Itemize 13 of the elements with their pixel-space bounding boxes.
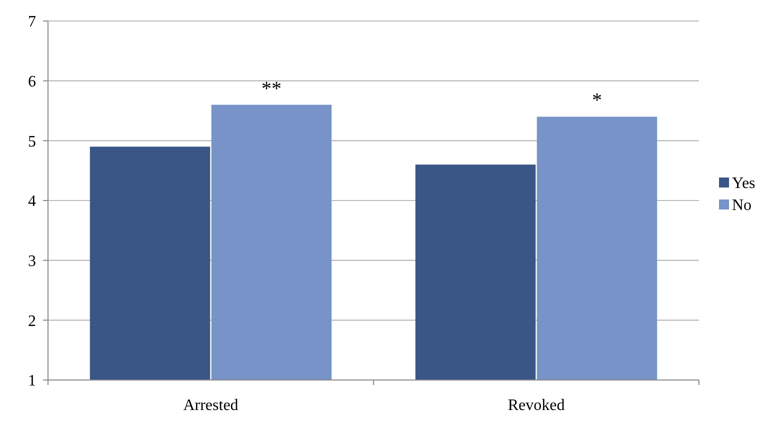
y-tick-label: 2 [28,312,36,330]
annotation: ** [261,78,282,100]
annotation: * [592,90,602,112]
x-tick-label: Revoked [508,397,565,414]
y-tick-label: 6 [28,73,36,90]
y-tick-label: 4 [28,193,36,210]
legend-label: No [732,197,752,214]
y-tick-label: 5 [28,133,36,150]
y-tick-label: 3 [28,252,36,270]
y-tick-label: 7 [28,14,36,31]
legend-label: Yes [732,175,756,192]
x-tick-label: Arrested [183,397,238,414]
y-tick-label: 1 [28,372,36,390]
